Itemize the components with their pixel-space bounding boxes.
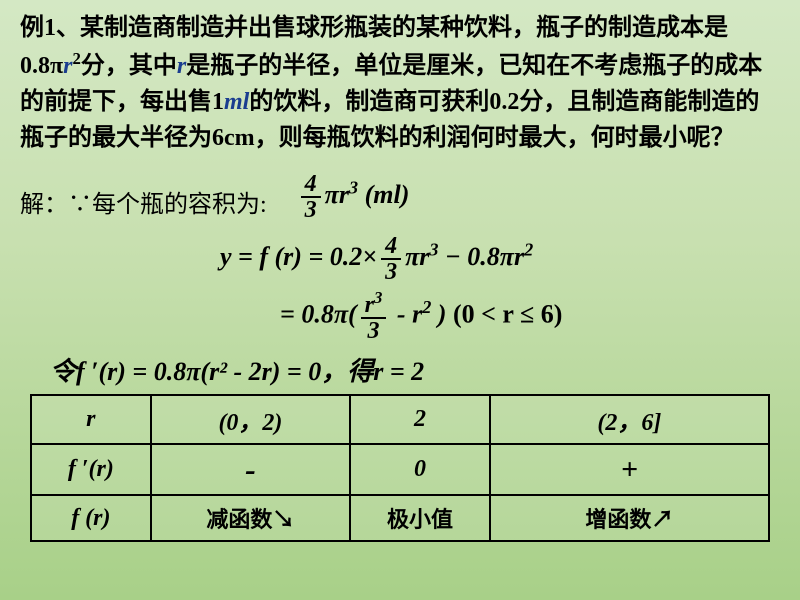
eq2-rest-sup: 2 bbox=[422, 297, 431, 317]
vol-r: r bbox=[339, 180, 349, 209]
table-row-f: f (r) 减函数↘ 极小值 增函数↗ bbox=[31, 495, 769, 541]
th-r: r bbox=[31, 395, 151, 444]
td-neg: - bbox=[151, 444, 350, 495]
eq1-sup3: 3 bbox=[429, 239, 438, 259]
vol-unit: (ml) bbox=[358, 180, 409, 209]
eq2-num-sup: 3 bbox=[374, 288, 382, 307]
eq1-r2: r bbox=[514, 242, 524, 271]
table-row-header: r (0，2) 2 (2，6] bbox=[31, 395, 769, 444]
problem-statement: 例1、某制造商制造并出售球形瓶装的某种饮料，瓶子的制造成本是0.8πr2分，其中… bbox=[20, 10, 780, 156]
problem-unit-ml: ml bbox=[224, 89, 249, 115]
eq2-close: ) bbox=[431, 299, 446, 328]
eq1-frac-num: 4 bbox=[381, 234, 401, 260]
eq2-frac: r3 3 bbox=[361, 290, 387, 343]
frac-den: 3 bbox=[301, 198, 321, 222]
vol-pi: π bbox=[325, 180, 339, 209]
derivative-line: 令f ′(r) = 0.8π(r² - 2r) = 0，得r = 2 bbox=[50, 351, 780, 388]
derivative-text: 令f ′(r) = 0.8π(r² - 2r) = 0，得r = 2 bbox=[50, 357, 424, 386]
problem-var-r: r bbox=[63, 53, 72, 79]
problem-sup-2: 2 bbox=[73, 49, 81, 68]
problem-var-r2: r bbox=[177, 53, 186, 79]
td-inc: 增函数↗ bbox=[490, 495, 769, 541]
eq1-r3: r bbox=[419, 242, 429, 271]
sign-table: r (0，2) 2 (2，6] f ′(r) - 0 + f (r) 减函数↘ … bbox=[30, 394, 770, 542]
problem-mid1: 分，其中 bbox=[81, 53, 177, 79]
vol-sup: 3 bbox=[349, 177, 358, 197]
eq2-num-r: r bbox=[365, 292, 374, 318]
table-row-fprime: f ′(r) - 0 + bbox=[31, 444, 769, 495]
frac-4-3: 4 3 bbox=[301, 172, 321, 222]
solution-label: 解：∵每个瓶的容积为: bbox=[20, 184, 267, 219]
solution-row-1: 解：∵每个瓶的容积为: 4 3 πr3 (ml) bbox=[20, 166, 780, 228]
eq2-num: r3 bbox=[361, 290, 387, 319]
eq2-prefix: = 0.8π( bbox=[280, 299, 357, 328]
eq1-left: y = f (r) = 0.2× bbox=[220, 242, 377, 271]
td-f: f (r) bbox=[31, 495, 151, 541]
eq2-rest: - r bbox=[390, 299, 422, 328]
eq1-frac: 4 3 bbox=[381, 234, 401, 284]
volume-formula: 4 3 πr3 (ml) bbox=[297, 172, 410, 222]
equation-2: = 0.8π( r3 3 - r2 ) (0 < r ≤ 6) bbox=[280, 290, 780, 343]
equation-1: y = f (r) = 0.2× 4 3 πr3 − 0.8πr2 bbox=[220, 234, 780, 284]
frac-num: 4 bbox=[301, 172, 321, 198]
td-min: 极小值 bbox=[350, 495, 490, 541]
th-2: 2 bbox=[350, 395, 490, 444]
page-content: 例1、某制造商制造并出售球形瓶装的某种饮料，瓶子的制造成本是0.8πr2分，其中… bbox=[0, 0, 800, 552]
eq1-frac-den: 3 bbox=[381, 260, 401, 284]
eq1-pi: π bbox=[405, 242, 419, 271]
th-int2: (2，6] bbox=[490, 395, 769, 444]
eq1-minus: − 0.8π bbox=[439, 242, 514, 271]
td-fprime: f ′(r) bbox=[31, 444, 151, 495]
th-int1: (0，2) bbox=[151, 395, 350, 444]
td-dec: 减函数↘ bbox=[151, 495, 350, 541]
td-zero: 0 bbox=[350, 444, 490, 495]
eq2-domain: (0 < r ≤ 6) bbox=[446, 299, 562, 328]
td-pos: + bbox=[490, 444, 769, 495]
eq1-sup2: 2 bbox=[524, 239, 533, 259]
eq2-den: 3 bbox=[364, 319, 384, 343]
